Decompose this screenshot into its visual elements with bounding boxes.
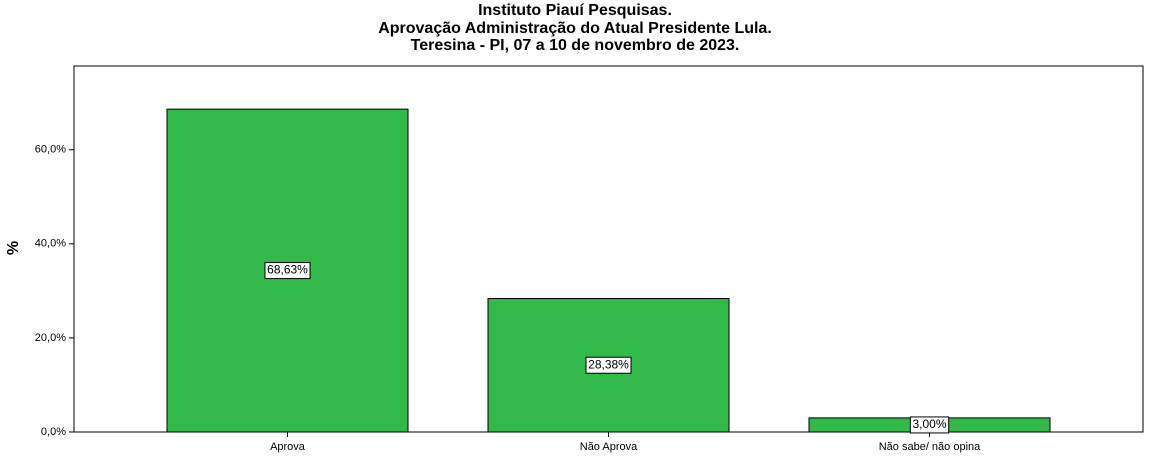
- x-tick-label: Não sabe/ não opina: [879, 441, 981, 453]
- chart-title: Instituto Piauí Pesquisas.: [478, 2, 672, 19]
- y-axis-label: %: [5, 241, 22, 255]
- value-label: 68,63%: [267, 263, 308, 277]
- chart-title: Teresina - PI, 07 a 10 de novembro de 20…: [411, 37, 740, 54]
- value-label-box: [264, 262, 311, 280]
- y-tick-label: 40,0%: [35, 238, 66, 250]
- x-tick-label: Aprova: [270, 441, 306, 453]
- value-label: 28,38%: [588, 357, 629, 371]
- y-tick-label: 60,0%: [35, 144, 66, 156]
- y-tick-label: 20,0%: [35, 332, 66, 344]
- value-label: 3,00%: [912, 417, 946, 431]
- value-label-box: [585, 356, 632, 374]
- value-label-box: [909, 416, 950, 434]
- y-tick-label: 0,0%: [41, 426, 66, 438]
- chart-title: Aprovação Administração do Atual Preside…: [378, 20, 772, 37]
- x-tick-label: Não Aprova: [580, 441, 638, 453]
